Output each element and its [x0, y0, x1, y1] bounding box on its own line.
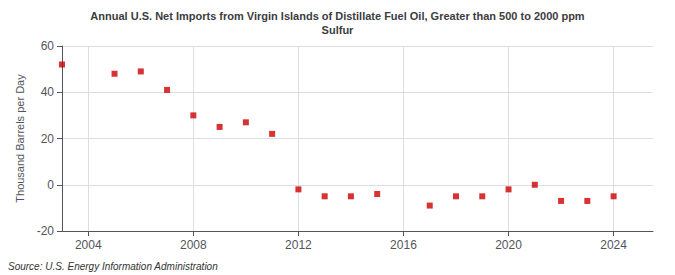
svg-text:60: 60 — [41, 39, 55, 53]
svg-text:Annual U.S. Net Imports from V: Annual U.S. Net Imports from Virgin Isla… — [90, 10, 585, 22]
svg-text:-20: -20 — [37, 224, 55, 238]
svg-text:2024: 2024 — [600, 238, 627, 252]
svg-text:0: 0 — [47, 178, 54, 192]
svg-text:2020: 2020 — [495, 238, 522, 252]
svg-text:2016: 2016 — [390, 238, 417, 252]
svg-text:2008: 2008 — [180, 238, 207, 252]
svg-text:20: 20 — [41, 132, 55, 146]
svg-text:Source: U.S. Energy Informatio: Source: U.S. Energy Information Administ… — [8, 261, 218, 272]
svg-text:Sulfur: Sulfur — [322, 24, 354, 36]
svg-text:2004: 2004 — [75, 238, 102, 252]
svg-text:2012: 2012 — [285, 238, 312, 252]
svg-text:40: 40 — [41, 85, 55, 99]
svg-text:Thousand Barrels per Day: Thousand Barrels per Day — [14, 74, 26, 203]
